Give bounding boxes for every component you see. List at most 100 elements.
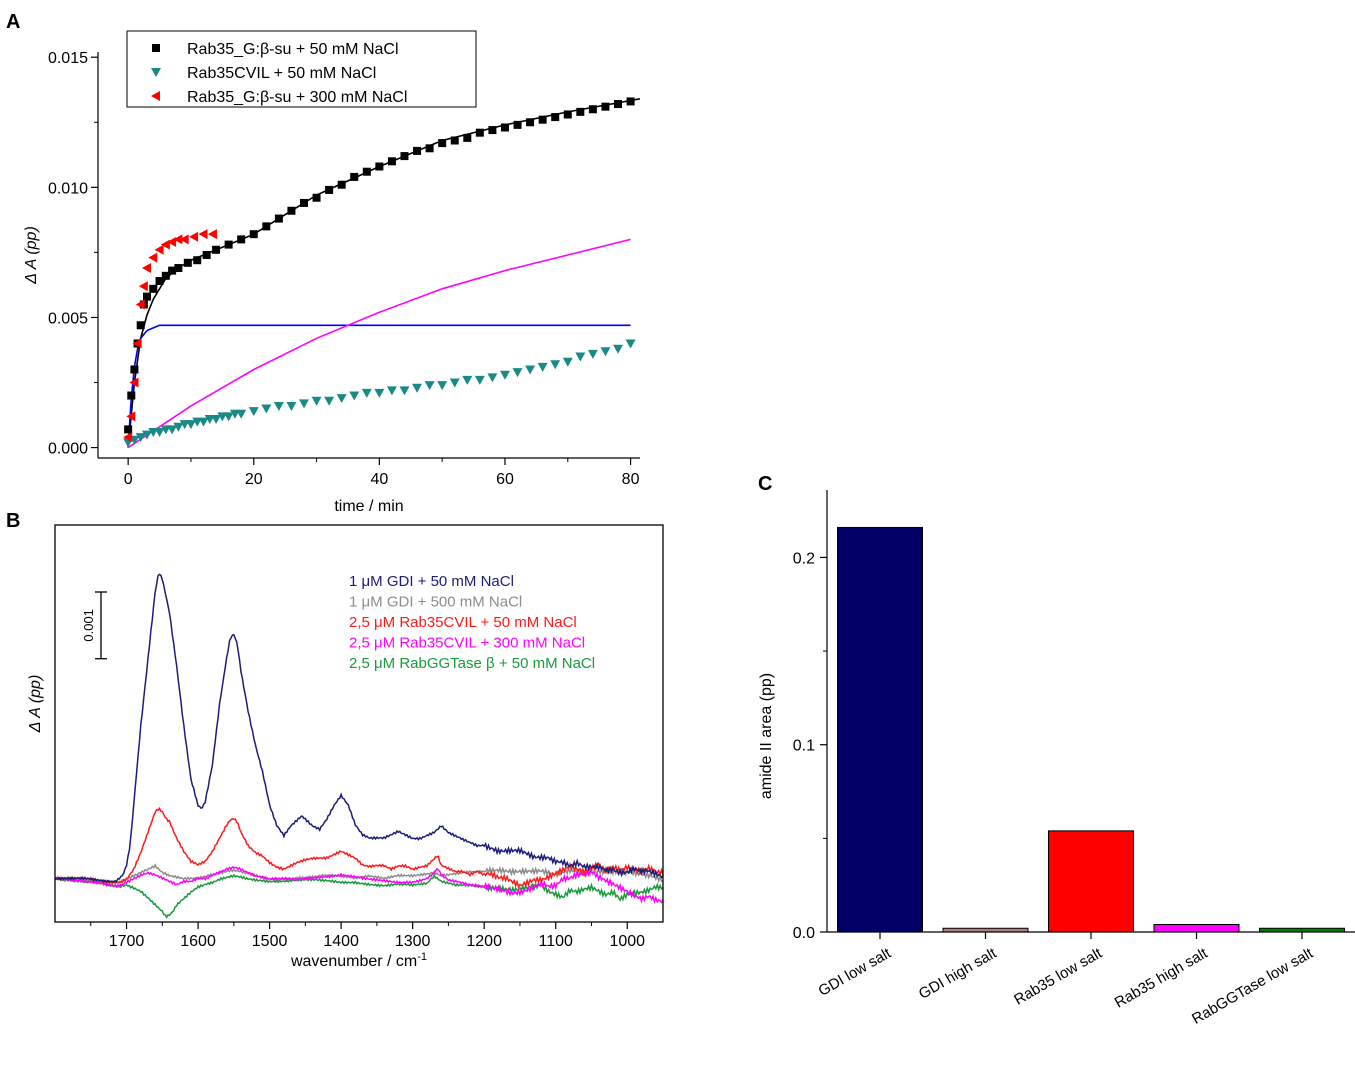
series-1-point: [148, 427, 159, 437]
category-label: Rab35 high salt: [1112, 944, 1211, 1011]
series-1-point: [179, 420, 190, 430]
y-tick-label: 0.005: [48, 310, 88, 327]
series-1-point: [562, 357, 573, 367]
series-2-point: [141, 263, 151, 274]
series-1-point: [229, 409, 240, 419]
series-0-point: [350, 172, 359, 181]
series-0-point: [174, 264, 183, 273]
series-1-point: [173, 422, 184, 432]
series-2-point: [207, 229, 217, 240]
series-2-point: [138, 281, 148, 292]
series-0-point: [576, 107, 585, 116]
series-1-point: [236, 409, 247, 419]
legend-label-3: 2,5 μM Rab35CVIL + 300 mM NaCl: [349, 635, 585, 652]
y-tick-label: 0.010: [48, 180, 88, 197]
series-0-point: [149, 284, 158, 293]
series-0-point: [287, 206, 296, 215]
legend-marker-1: [151, 68, 161, 77]
series-0-point: [450, 136, 459, 145]
panel-a-label: A: [6, 11, 20, 33]
series-1-point: [349, 391, 360, 401]
series-0-point: [130, 365, 139, 374]
bar-2: [1048, 830, 1134, 933]
legend-marker-0: [152, 44, 160, 52]
spectrum-line-0: [54, 573, 664, 884]
series-1-point: [550, 360, 561, 370]
fit-curve-1: [127, 324, 631, 448]
series-0-point: [299, 198, 308, 207]
series-0-point: [212, 245, 221, 254]
y-tick-label: 0.015: [48, 50, 88, 67]
series-0-point: [136, 321, 145, 330]
series-1-point: [192, 417, 203, 427]
series-0-point: [601, 102, 610, 111]
legend-box: [126, 30, 477, 108]
series-0-point: [193, 256, 202, 265]
series-1-point: [311, 396, 322, 406]
series-0-point: [183, 258, 192, 267]
legend-marker-2: [151, 91, 160, 101]
fit-curve-2: [127, 238, 631, 449]
spectrum-line-2: [54, 806, 664, 889]
series-2-point: [132, 338, 142, 349]
panel-a-kinetics-chart: 0 20 40 60 80 0.000 0.005 0.010 0.015 time / min Δ…: [23, 30, 641, 515]
plot-frame: [54, 524, 664, 923]
series-1-point: [298, 399, 309, 409]
series-1-point: [204, 414, 215, 424]
series-1-point: [374, 388, 385, 398]
series-1-point: [487, 373, 498, 383]
series-1-point: [474, 375, 485, 385]
series-0-point: [312, 193, 321, 202]
series-0-point: [538, 115, 547, 124]
x-tick-label: 0: [124, 471, 133, 488]
x-tick-label: 1600: [180, 933, 216, 950]
y-tick-label: 0.0: [793, 925, 815, 942]
category-label: Rab35 low salt: [1011, 944, 1105, 1008]
series-2-point: [135, 299, 145, 310]
x-tick-label: 1100: [539, 933, 574, 950]
series-2-point: [126, 411, 136, 422]
series-1-point: [449, 378, 460, 388]
series-0-point: [155, 277, 164, 286]
series-0-point: [142, 292, 151, 301]
series-2-point: [189, 231, 199, 242]
series-1-point: [261, 404, 272, 414]
series-0-point: [337, 180, 346, 189]
series-1-point: [135, 433, 146, 443]
y-axis-label: Δ A (pp): [27, 675, 44, 734]
fit-curve-0: [127, 98, 641, 448]
series-2-point: [123, 432, 133, 443]
series-2-point: [179, 234, 189, 245]
series-1-point: [512, 368, 523, 378]
panel-c-label: C: [758, 473, 772, 495]
y-tick-label: 0.000: [48, 441, 88, 458]
legend-label-1: 1 μM GDI + 500 mM NaCl: [349, 594, 522, 611]
series-0-point: [375, 162, 384, 171]
x-tick-label: 1000: [609, 933, 645, 950]
series-0-point: [500, 123, 509, 132]
series-1-point: [160, 425, 171, 435]
series-0-point: [124, 425, 133, 434]
y-tick-label: 0.1: [793, 738, 815, 755]
series-0-point: [425, 144, 434, 153]
category-label: GDI high salt: [916, 944, 1000, 1002]
x-tick-label: 40: [370, 471, 388, 488]
bar-0: [837, 526, 923, 933]
series-0-point: [588, 105, 597, 114]
series-1-point: [167, 425, 178, 435]
y-axis-label: amide II area (pp): [758, 673, 775, 799]
x-axis-label-superscript: -1: [417, 951, 427, 963]
series-0-point: [551, 113, 560, 122]
series-1-point: [613, 344, 624, 354]
legend-label-0: Rab35_G:β-su + 50 mM NaCl: [187, 41, 399, 58]
series-1-point: [324, 396, 335, 406]
x-tick-label: 80: [622, 471, 640, 488]
series-0-point: [626, 97, 635, 106]
series-0-point: [168, 266, 177, 275]
panel-b-legend: 1 μM GDI + 50 mM NaCl 1 μM GDI + 500 mM N…: [349, 573, 595, 672]
series-1-point: [537, 362, 548, 372]
series-0-point: [237, 235, 246, 244]
series-1-point: [185, 420, 196, 430]
